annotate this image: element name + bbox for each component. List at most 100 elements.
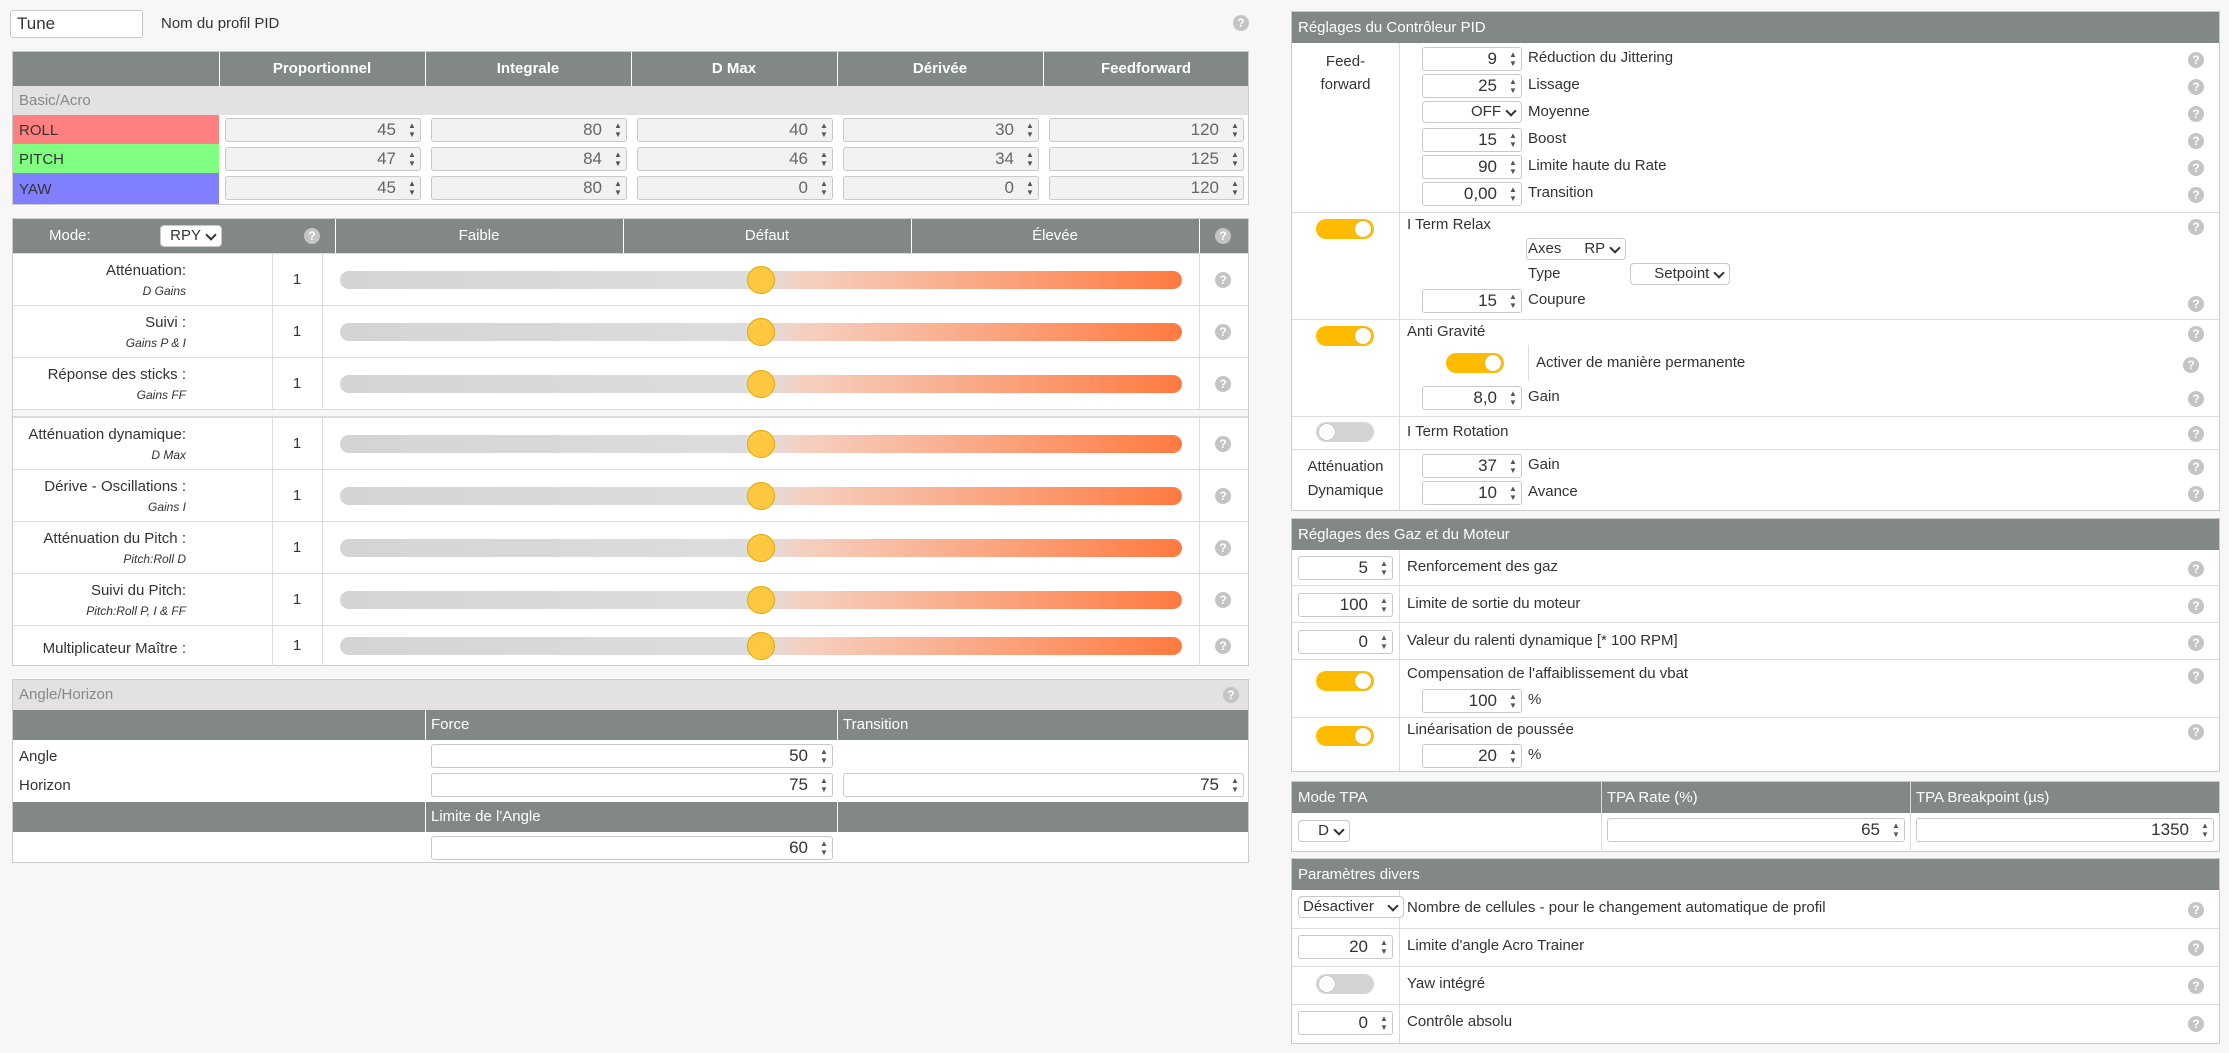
pitch-ff-input[interactable] [1049,147,1244,171]
help-icon[interactable]: ? [1215,592,1231,608]
help-icon[interactable]: ? [2188,426,2204,442]
iterm-relax-type-select[interactable]: Setpoint [1630,263,1731,285]
vbat-comp-toggle[interactable] [1316,671,1374,691]
slider-thumb[interactable] [747,586,775,614]
anti-gravity-permanent-toggle[interactable] [1446,353,1504,373]
pitch-i-input[interactable] [431,147,627,171]
ff-average-select[interactable]: OFF [1422,101,1522,123]
slider-thumb[interactable] [747,534,775,562]
dyn-idle-input[interactable] [1298,630,1393,654]
iterm-relax-cutoff-input[interactable] [1422,289,1522,313]
feedforward-label: Feed- [1325,53,1366,70]
help-icon[interactable]: ? [2188,561,2204,577]
help-icon[interactable]: ? [2188,296,2204,312]
slider-row: Multiplicateur Maître : 1? [13,625,1248,666]
help-icon[interactable]: ? [2188,635,2204,651]
help-icon[interactable]: ? [2188,486,2204,502]
slider-thumb[interactable] [747,318,775,346]
yaw-i-input[interactable] [431,176,627,200]
help-icon[interactable]: ? [1215,488,1231,504]
roll-d-input[interactable] [843,118,1039,142]
slider-thumb[interactable] [747,370,775,398]
angle-horizon-title: Angle/Horizon [19,686,114,703]
throttle-boost-input[interactable] [1298,556,1393,580]
ff-boost-input[interactable] [1422,128,1522,152]
help-icon[interactable]: ? [304,228,320,244]
iterm-relax-toggle[interactable] [1316,219,1374,239]
slider-sublabel: Pitch:Roll D [123,552,186,566]
help-icon[interactable]: ? [1233,15,1249,31]
cell-count-label: Nombre de cellules - pour le changement … [1407,899,1826,916]
roll-ff-input[interactable] [1049,118,1244,142]
horizon-transition-input[interactable] [843,773,1244,797]
help-icon[interactable]: ? [1215,324,1231,340]
iterm-relax-axes-select[interactable]: RP [1526,238,1627,260]
yaw-d-input[interactable] [843,176,1039,200]
slider-thumb[interactable] [747,266,775,294]
dyn-damp-advance-input[interactable] [1422,481,1522,505]
help-icon[interactable]: ? [2188,52,2204,68]
help-icon[interactable]: ? [1215,540,1231,556]
help-icon[interactable]: ? [2188,160,2204,176]
pitch-d-input[interactable] [843,147,1039,171]
ff-maxrate-input[interactable] [1422,155,1522,179]
motor-limit-input[interactable] [1298,593,1393,617]
help-icon[interactable]: ? [2188,668,2204,684]
help-icon[interactable]: ? [2188,79,2204,95]
roll-p-input[interactable] [225,118,421,142]
help-icon[interactable]: ? [1215,272,1231,288]
help-icon[interactable]: ? [2188,326,2204,342]
help-icon[interactable]: ? [1215,228,1231,244]
help-icon[interactable]: ? [2188,391,2204,407]
yaw-ff-input[interactable] [1049,176,1244,200]
angle-limit-input[interactable] [431,836,833,860]
help-icon[interactable]: ? [1215,376,1231,392]
help-icon[interactable]: ? [2188,940,2204,956]
absolute-control-input[interactable] [1298,1011,1393,1035]
mode-label: Mode: [49,227,91,244]
help-icon[interactable]: ? [2188,106,2204,122]
yaw-p-input[interactable] [225,176,421,200]
help-icon[interactable]: ? [1223,687,1239,703]
roll-dmax-input[interactable] [637,118,833,142]
help-icon[interactable]: ? [2188,978,2204,994]
vbat-comp-input[interactable] [1422,689,1522,713]
dyn-damp-gain-input[interactable] [1422,454,1522,478]
iterm-rotation-toggle[interactable] [1316,422,1374,442]
tpa-mode-select[interactable]: D [1298,820,1350,842]
ff-jitter-input[interactable] [1422,47,1522,71]
thrust-linear-toggle[interactable] [1316,726,1374,746]
help-icon[interactable]: ? [2183,357,2199,373]
mode-select[interactable]: RPY [160,225,222,247]
pitch-dmax-input[interactable] [637,147,833,171]
help-icon[interactable]: ? [2188,598,2204,614]
help-icon[interactable]: ? [1215,436,1231,452]
help-icon[interactable]: ? [2188,133,2204,149]
profile-name-input[interactable] [10,10,143,38]
pitch-p-input[interactable] [225,147,421,171]
horizon-force-input[interactable] [431,773,833,797]
slider-thumb[interactable] [747,482,775,510]
slider-thumb[interactable] [747,632,775,660]
slider-thumb[interactable] [747,430,775,458]
help-icon[interactable]: ? [2188,902,2204,918]
yaw-dmax-input[interactable] [637,176,833,200]
help-icon[interactable]: ? [1215,638,1231,654]
anti-gravity-gain-input[interactable] [1422,386,1522,410]
help-icon[interactable]: ? [2188,1016,2204,1032]
ff-transition-input[interactable] [1422,182,1522,206]
angle-force-input[interactable] [431,744,833,768]
integrated-yaw-toggle[interactable] [1316,974,1374,994]
cell-count-select[interactable]: Désactiver [1298,896,1404,918]
help-icon[interactable]: ? [2188,219,2204,235]
tpa-breakpoint-input[interactable] [1916,818,2214,842]
tpa-rate-input[interactable] [1607,818,1905,842]
roll-i-input[interactable] [431,118,627,142]
help-icon[interactable]: ? [2188,459,2204,475]
help-icon[interactable]: ? [2188,724,2204,740]
anti-gravity-toggle[interactable] [1316,326,1374,346]
ff-smooth-input[interactable] [1422,74,1522,98]
acro-trainer-input[interactable] [1298,935,1393,959]
thrust-linear-input[interactable] [1422,744,1522,768]
help-icon[interactable]: ? [2188,187,2204,203]
